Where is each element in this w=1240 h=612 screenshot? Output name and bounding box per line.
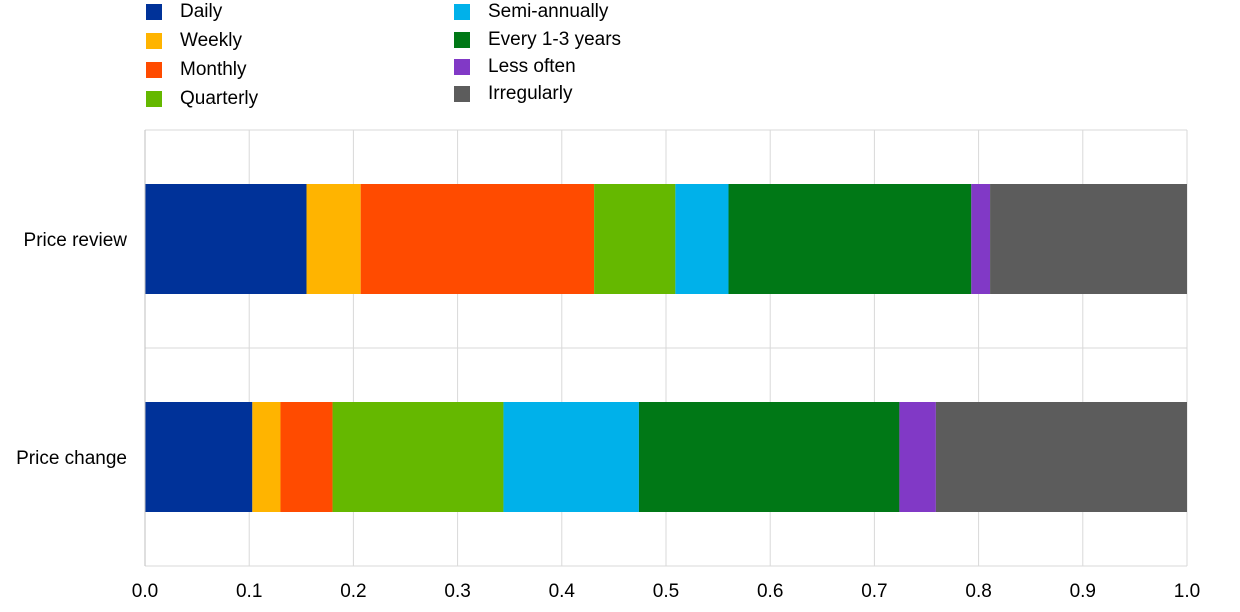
bar-price-review-irregularly [990,184,1187,294]
bars [145,184,1187,512]
bar-price-change-irregularly [935,402,1187,512]
legend-swatch-quarterly [146,91,162,107]
legend-item-weekly: Weekly [146,29,242,53]
legend-item-every-1-3-years: Every 1-3 years [454,28,621,52]
x-tick-label-5: 0.5 [653,581,679,602]
bar-price-change-weekly [252,402,281,512]
legend-swatch-monthly [146,62,162,78]
x-tick-label-6: 0.6 [757,581,783,602]
legend-item-less-often: Less often [454,55,576,79]
legend-item-irregularly: Irregularly [454,82,572,106]
legend-item-monthly: Monthly [146,58,247,82]
bar-price-review-semi-annually [675,184,729,294]
legend-label-weekly: Weekly [180,30,242,51]
bar-price-change-quarterly [332,402,504,512]
x-tick-label-2: 0.2 [340,581,366,602]
bar-price-review-monthly [360,184,595,294]
legend-label-monthly: Monthly [180,59,247,80]
legend-swatch-semi-annually [454,4,470,20]
legend-label-less-often: Less often [488,56,576,77]
category-label-price-review: Price review [24,230,128,251]
legend-item-semi-annually: Semi-annually [454,0,608,24]
legend-label-semi-annually: Semi-annually [488,1,609,22]
x-tick-label-10: 1.0 [1174,581,1200,602]
bar-price-review-less-often [971,184,991,294]
legend-label-quarterly: Quarterly [180,88,259,109]
legend-item-daily: Daily [146,0,222,24]
legend-swatch-daily [146,4,162,20]
category-label-price-change: Price change [16,448,127,469]
x-tick-label-8: 0.8 [965,581,991,602]
bar-price-review-quarterly [594,184,676,294]
legend-label-every-1-3-years: Every 1-3 years [488,29,622,50]
legend: Daily Weekly Monthly Quarterly Semi-annu… [0,0,1240,115]
bar-price-review-daily [145,184,307,294]
x-tick-labels: 0.0 0.1 0.2 0.3 0.4 0.5 0.6 0.7 0.8 0.9 1.0 [132,581,1200,602]
bar-price-change-every-1-3-years [638,402,900,512]
bar-price-change-monthly [280,402,333,512]
bar-price-review-weekly [306,184,361,294]
legend-swatch-less-often [454,59,470,75]
category-labels: Price review Price change [16,230,127,469]
x-tick-label-7: 0.7 [861,581,887,602]
x-tick-label-9: 0.9 [1070,581,1096,602]
legend-swatch-irregularly [454,86,470,102]
legend-label-irregularly: Irregularly [488,83,573,104]
x-tick-label-4: 0.4 [549,581,576,602]
bar-price-change-semi-annually [503,402,639,512]
x-tick-label-3: 0.3 [444,581,470,602]
legend-swatch-every-1-3-years [454,32,470,48]
legend-label-daily: Daily [180,1,223,22]
x-tick-label-0: 0.0 [132,581,158,602]
bar-price-change-daily [145,402,253,512]
legend-swatch-weekly [146,33,162,49]
bar-price-review-every-1-3-years [728,184,972,294]
legend-item-quarterly: Quarterly [146,87,258,111]
bar-price-change-less-often [899,402,936,512]
x-tick-label-1: 0.1 [236,581,262,602]
